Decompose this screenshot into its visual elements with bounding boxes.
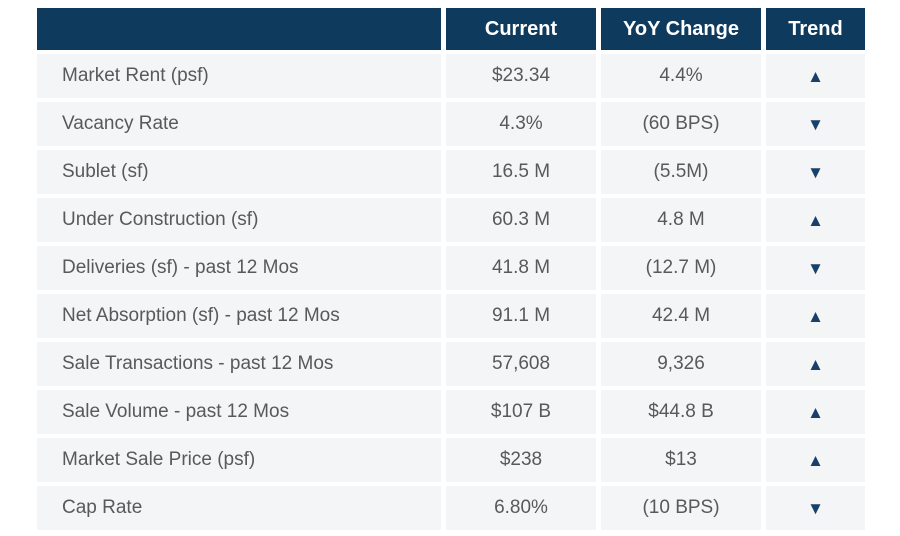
row-label: Market Rent (psf)	[37, 54, 441, 98]
yoy-change-value: (60 BPS)	[601, 102, 761, 146]
current-value: 6.80%	[446, 486, 596, 530]
table-row-cap-rate: Cap Rate 6.80% (10 BPS) ▼	[37, 486, 865, 530]
trend-up-icon: ▲	[807, 354, 824, 374]
table-row-deliveries: Deliveries (sf) - past 12 Mos 41.8 M (12…	[37, 246, 865, 290]
current-value: 16.5 M	[446, 150, 596, 194]
current-value: 41.8 M	[446, 246, 596, 290]
yoy-change-value: (12.7 M)	[601, 246, 761, 290]
row-label: Vacancy Rate	[37, 102, 441, 146]
trend-up-icon: ▲	[807, 66, 824, 86]
row-label: Under Construction (sf)	[37, 198, 441, 242]
yoy-change-value: 4.8 M	[601, 198, 761, 242]
yoy-change-value: (10 BPS)	[601, 486, 761, 530]
header-cell-metric	[37, 8, 441, 50]
header-cell-yoy-change: YoY Change	[601, 8, 761, 50]
row-label: Net Absorption (sf) - past 12 Mos	[37, 294, 441, 338]
row-label: Deliveries (sf) - past 12 Mos	[37, 246, 441, 290]
row-label: Sale Transactions - past 12 Mos	[37, 342, 441, 386]
yoy-change-value: $44.8 B	[601, 390, 761, 434]
current-value: $23.34	[446, 54, 596, 98]
table-row-net-absorption: Net Absorption (sf) - past 12 Mos 91.1 M…	[37, 294, 865, 338]
trend-up-icon: ▲	[807, 210, 824, 230]
table-row-sale-transactions: Sale Transactions - past 12 Mos 57,608 9…	[37, 342, 865, 386]
row-label: Market Sale Price (psf)	[37, 438, 441, 482]
trend-down-icon: ▼	[807, 162, 824, 182]
row-label: Cap Rate	[37, 486, 441, 530]
trend-up-icon: ▲	[807, 402, 824, 422]
row-label: Sale Volume - past 12 Mos	[37, 390, 441, 434]
header-cell-trend: Trend	[766, 8, 865, 50]
row-label: Sublet (sf)	[37, 150, 441, 194]
table-header-row: Current YoY Change Trend	[37, 8, 865, 50]
current-value: 4.3%	[446, 102, 596, 146]
current-value: $238	[446, 438, 596, 482]
yoy-change-value: 42.4 M	[601, 294, 761, 338]
market-stats-table: Current YoY Change Trend Market Rent (ps…	[37, 8, 865, 534]
trend-up-icon: ▲	[807, 450, 824, 470]
current-value: 57,608	[446, 342, 596, 386]
header-cell-current: Current	[446, 8, 596, 50]
table-row-market-rent: Market Rent (psf) $23.34 4.4% ▲	[37, 54, 865, 98]
yoy-change-value: 4.4%	[601, 54, 761, 98]
table-row-market-sale-price: Market Sale Price (psf) $238 $13 ▲	[37, 438, 865, 482]
table-row-under-construction: Under Construction (sf) 60.3 M 4.8 M ▲	[37, 198, 865, 242]
current-value: $107 B	[446, 390, 596, 434]
current-value: 60.3 M	[446, 198, 596, 242]
trend-down-icon: ▼	[807, 114, 824, 134]
table-row-sale-volume: Sale Volume - past 12 Mos $107 B $44.8 B…	[37, 390, 865, 434]
yoy-change-value: 9,326	[601, 342, 761, 386]
trend-down-icon: ▼	[807, 498, 824, 518]
trend-up-icon: ▲	[807, 306, 824, 326]
yoy-change-value: $13	[601, 438, 761, 482]
table-row-vacancy-rate: Vacancy Rate 4.3% (60 BPS) ▼	[37, 102, 865, 146]
table-row-sublet: Sublet (sf) 16.5 M (5.5M) ▼	[37, 150, 865, 194]
current-value: 91.1 M	[446, 294, 596, 338]
yoy-change-value: (5.5M)	[601, 150, 761, 194]
trend-down-icon: ▼	[807, 258, 824, 278]
